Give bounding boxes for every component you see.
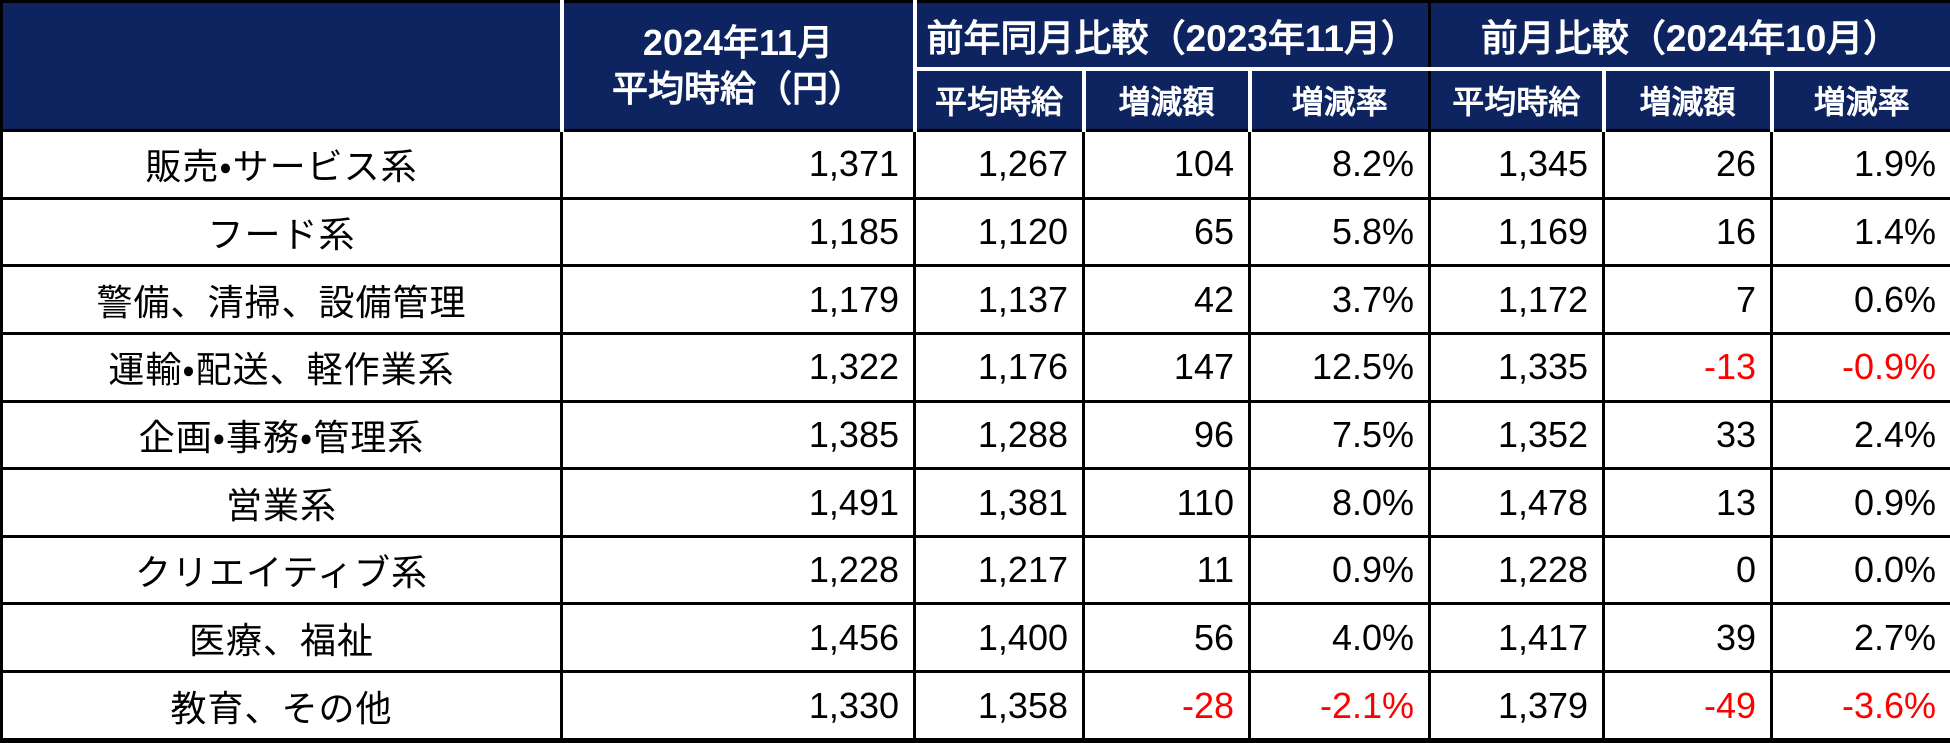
cell-py-diff: 42 (1082, 264, 1251, 335)
cell-pm-diff: 33 (1602, 399, 1774, 471)
cell-py-avg: 1,381 (913, 467, 1085, 538)
cell-current-avg: 1,185 (560, 196, 916, 268)
cell-pm-avg: 1,478 (1428, 467, 1606, 538)
cell-pm-diff: 13 (1602, 467, 1774, 538)
cell-py-rate: 0.9% (1247, 534, 1432, 606)
cell-pm-rate: -0.9% (1770, 331, 1950, 403)
cell-current-avg: 1,322 (560, 331, 916, 403)
table-row: 医療、福祉 1,456 1,400 56 4.0% 1,417 39 2.7% (0, 602, 1950, 674)
table-row: 販売・サービス系 1,371 1,267 104 8.2% 1,345 26 1… (0, 129, 1950, 200)
table-row: 運輸・配送、軽作業系 1,322 1,176 147 12.5% 1,335 -… (0, 331, 1950, 403)
cell-pm-avg: 1,228 (1428, 534, 1606, 606)
row-label: クリエイティブ系 (0, 534, 563, 606)
cell-py-avg: 1,217 (913, 534, 1085, 606)
cell-py-rate: 12.5% (1247, 331, 1432, 403)
row-label: 運輸・配送、軽作業系 (0, 331, 563, 403)
cell-pm-diff: 16 (1602, 196, 1774, 268)
row-label: 教育、その他 (0, 670, 563, 742)
cell-pm-diff: 26 (1602, 129, 1774, 200)
cell-pm-diff: 0 (1602, 534, 1774, 606)
subheader-py-diff-amount: 増減額 (1083, 68, 1252, 132)
row-label: 医療、福祉 (0, 602, 563, 674)
header-current-month: 2024年11月 平均時給（円） (561, 1, 917, 131)
cell-py-rate: -2.1% (1247, 670, 1432, 742)
cell-py-diff: 56 (1082, 602, 1251, 674)
cell-py-rate: 4.0% (1247, 602, 1432, 674)
row-label: 企画・事務・管理系 (0, 399, 563, 471)
cell-py-diff: 11 (1082, 534, 1251, 606)
cell-pm-avg: 1,345 (1428, 129, 1606, 200)
row-label: 営業系 (0, 467, 563, 538)
table-row: クリエイティブ系 1,228 1,217 11 0.9% 1,228 0 0.0… (0, 534, 1950, 606)
table-row: 警備、清掃、設備管理 1,179 1,137 42 3.7% 1,172 7 0… (0, 264, 1950, 335)
subheader-py-diff-rate: 増減率 (1249, 68, 1432, 132)
cell-pm-avg: 1,169 (1428, 196, 1606, 268)
cell-py-diff: 110 (1082, 467, 1251, 538)
cell-pm-rate: -3.6% (1770, 670, 1950, 742)
table-row: 教育、その他 1,330 1,358 -28 -2.1% 1,379 -49 -… (0, 670, 1950, 742)
cell-py-diff: 104 (1082, 129, 1251, 200)
subheader-pm-avg-wage: 平均時給 (1429, 68, 1606, 132)
cell-py-rate: 3.7% (1247, 264, 1432, 335)
table-row: フード系 1,185 1,120 65 5.8% 1,169 16 1.4% (0, 196, 1950, 268)
cell-py-avg: 1,400 (913, 602, 1085, 674)
table-body: 販売・サービス系 1,371 1,267 104 8.2% 1,345 26 1… (0, 129, 1950, 742)
header-sub-row: 平均時給 増減額 増減率 平均時給 増減額 増減率 (2, 68, 1950, 132)
subheader-py-avg-wage: 平均時給 (914, 68, 1086, 132)
cell-current-avg: 1,371 (560, 129, 916, 200)
header-group-prev-year: 前年同月比較（2023年11月） (914, 1, 1432, 71)
subheader-pm-diff-rate: 増減率 (1771, 68, 1950, 132)
cell-py-diff: 96 (1082, 399, 1251, 471)
cell-pm-rate: 0.9% (1770, 467, 1950, 538)
cell-py-diff: -28 (1082, 670, 1251, 742)
cell-pm-diff: 7 (1602, 264, 1774, 335)
cell-current-avg: 1,179 (560, 264, 916, 335)
cell-current-avg: 1,456 (560, 602, 916, 674)
cell-pm-rate: 1.9% (1770, 129, 1950, 200)
cell-pm-rate: 1.4% (1770, 196, 1950, 268)
table-row: 企画・事務・管理系 1,385 1,288 96 7.5% 1,352 33 2… (0, 399, 1950, 471)
cell-current-avg: 1,385 (560, 399, 916, 471)
cell-pm-diff: 39 (1602, 602, 1774, 674)
row-label: 警備、清掃、設備管理 (0, 264, 563, 335)
cell-py-diff: 65 (1082, 196, 1251, 268)
table-row: 営業系 1,491 1,381 110 8.0% 1,478 13 0.9% (0, 467, 1950, 538)
cell-py-rate: 7.5% (1247, 399, 1432, 471)
cell-pm-rate: 0.0% (1770, 534, 1950, 606)
cell-current-avg: 1,228 (560, 534, 916, 606)
row-label: フード系 (0, 196, 563, 268)
cell-py-avg: 1,137 (913, 264, 1085, 335)
cell-py-avg: 1,267 (913, 129, 1085, 200)
cell-py-rate: 5.8% (1247, 196, 1432, 268)
cell-py-avg: 1,288 (913, 399, 1085, 471)
header-group-row: 2024年11月 平均時給（円） 前年同月比較（2023年11月） 前月比較（2… (1, 1, 1950, 131)
cell-pm-avg: 1,172 (1428, 264, 1606, 335)
cell-py-avg: 1,358 (913, 670, 1085, 742)
cell-pm-rate: 0.6% (1770, 264, 1950, 335)
cell-py-avg: 1,176 (913, 331, 1085, 403)
cell-pm-avg: 1,335 (1428, 331, 1606, 403)
cell-pm-avg: 1,379 (1428, 670, 1606, 742)
row-label: 販売・サービス系 (0, 129, 563, 200)
cell-pm-diff: -49 (1602, 670, 1774, 742)
cell-pm-avg: 1,352 (1428, 399, 1606, 471)
cell-current-avg: 1,491 (560, 467, 916, 538)
cell-py-diff: 147 (1082, 331, 1251, 403)
cell-py-rate: 8.2% (1247, 129, 1432, 200)
header-current-month-line2: 平均時給（円） (611, 68, 864, 109)
cell-py-avg: 1,120 (913, 196, 1085, 268)
cell-current-avg: 1,330 (560, 670, 916, 742)
corner-cell (1, 1, 564, 131)
cell-pm-rate: 2.4% (1770, 399, 1950, 471)
cell-py-rate: 8.0% (1247, 467, 1432, 538)
cell-pm-avg: 1,417 (1428, 602, 1606, 674)
table-header: 2024年11月 平均時給（円） 前年同月比較（2023年11月） 前月比較（2… (1, 1, 1950, 132)
header-current-month-line1: 2024年11月 (642, 21, 834, 63)
subheader-pm-diff-amount: 増減額 (1603, 68, 1774, 132)
cell-pm-rate: 2.7% (1770, 602, 1950, 674)
header-group-prev-month: 前月比較（2024年10月） (1429, 1, 1950, 71)
cell-pm-diff: -13 (1602, 331, 1774, 403)
